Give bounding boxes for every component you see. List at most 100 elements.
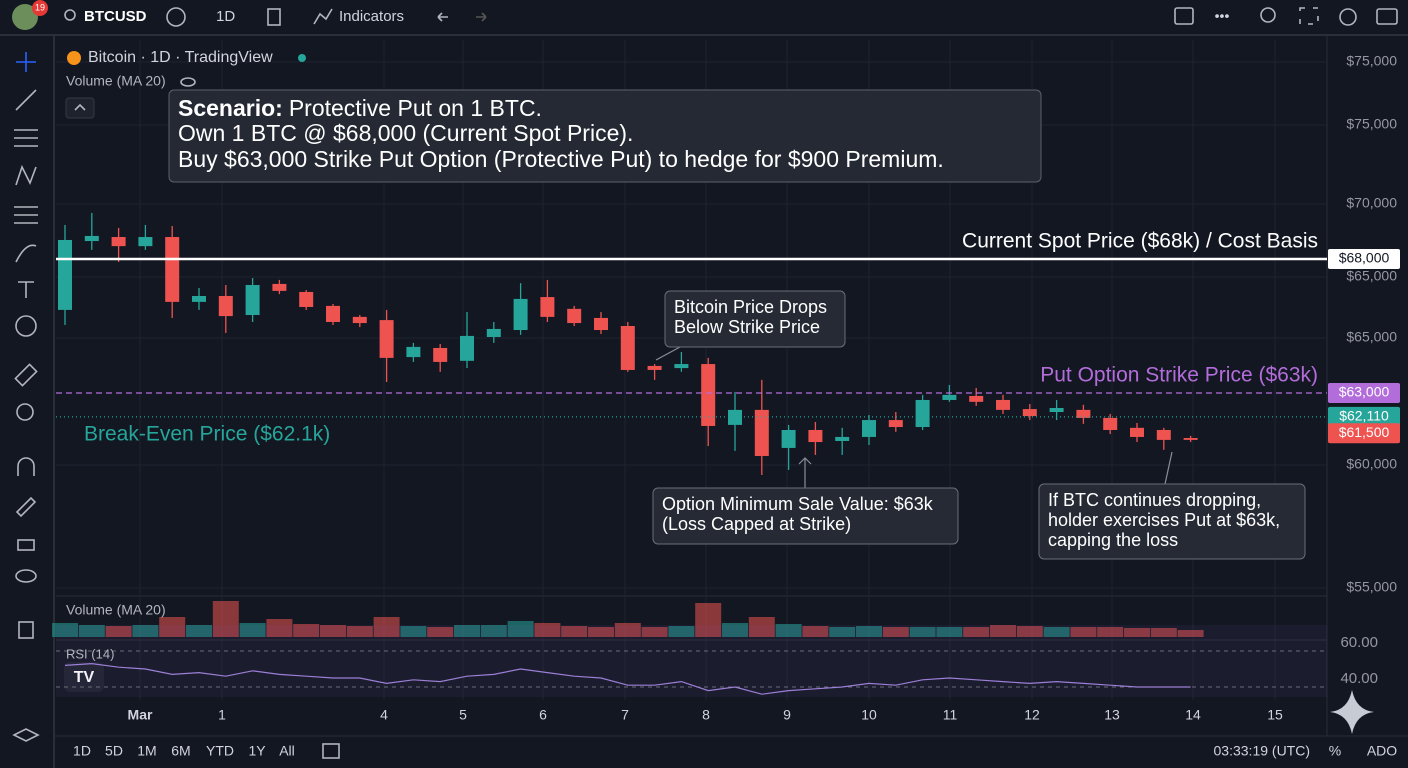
candle-body bbox=[674, 364, 689, 369]
candle-body bbox=[754, 409, 769, 456]
volume-bar bbox=[212, 601, 239, 637]
range-button[interactable]: 6M bbox=[171, 743, 190, 759]
more-icon[interactable]: ••• bbox=[1215, 8, 1230, 24]
range-button[interactable]: All bbox=[279, 743, 295, 759]
candle-body bbox=[1022, 409, 1037, 417]
volume-bar bbox=[1016, 626, 1043, 637]
delete-tool[interactable] bbox=[18, 621, 34, 639]
zoom-icon[interactable] bbox=[1260, 7, 1276, 23]
price-axis-label: $75,000 bbox=[1346, 116, 1397, 132]
volume-bar bbox=[668, 626, 695, 637]
fib-tool[interactable] bbox=[14, 129, 38, 147]
fullscreen-icon[interactable] bbox=[1299, 7, 1319, 25]
volume-bar bbox=[78, 625, 105, 637]
symbol[interactable]: BTCUSD bbox=[84, 8, 147, 25]
top-bar bbox=[0, 0, 1408, 34]
lock-tool[interactable] bbox=[17, 539, 35, 551]
callout-pointer bbox=[1164, 451, 1173, 485]
candle-body bbox=[513, 298, 528, 331]
interval[interactable]: 1D bbox=[216, 8, 235, 25]
candle-body bbox=[138, 237, 153, 247]
redo[interactable] bbox=[476, 12, 487, 22]
indicators-icon[interactable] bbox=[313, 8, 333, 25]
clock: 03:33:19 (UTC) bbox=[1214, 743, 1310, 759]
price-axis-label: $55,000 bbox=[1346, 579, 1397, 595]
volume-bar bbox=[427, 627, 454, 637]
price-tag bbox=[1328, 406, 1400, 427]
notification-badge bbox=[32, 0, 48, 16]
camera-icon[interactable] bbox=[1376, 8, 1398, 25]
volume-bar bbox=[588, 627, 614, 637]
search-icon[interactable] bbox=[64, 9, 76, 21]
volume-bar bbox=[909, 627, 936, 637]
volume-bar bbox=[534, 623, 561, 637]
volume-bar bbox=[1150, 628, 1177, 637]
settings-icon[interactable] bbox=[1339, 8, 1357, 26]
level-name: Break-Even Price ($62.1k) bbox=[84, 422, 330, 445]
collapse-icon bbox=[74, 103, 86, 111]
indicators[interactable]: Indicators bbox=[339, 8, 404, 25]
range-button[interactable]: 1Y bbox=[248, 743, 266, 759]
emoji-tool[interactable] bbox=[15, 315, 37, 337]
candle-body bbox=[647, 365, 662, 370]
range-button[interactable]: 1M bbox=[137, 743, 156, 759]
volume-bar bbox=[561, 626, 588, 637]
crosshair-tool[interactable] bbox=[16, 52, 36, 72]
layout-icon[interactable] bbox=[1174, 7, 1194, 25]
scenario-box bbox=[168, 89, 1042, 183]
volume-bar bbox=[963, 627, 990, 637]
rsi-tick-label: 40.00 bbox=[1340, 670, 1378, 687]
callout-text: holder exercises Put at $63k, bbox=[1048, 510, 1280, 530]
avatar[interactable] bbox=[12, 4, 38, 30]
candle-body bbox=[460, 335, 474, 361]
text-tool[interactable] bbox=[18, 281, 34, 298]
draw-mode-tool[interactable] bbox=[15, 496, 37, 518]
range-button[interactable]: 1D bbox=[73, 743, 91, 759]
range-button[interactable]: YTD bbox=[206, 743, 234, 759]
candle-body bbox=[1103, 417, 1118, 430]
volume-bar bbox=[293, 624, 320, 637]
volume-bar bbox=[480, 625, 507, 637]
collapse-button[interactable] bbox=[65, 97, 95, 119]
range-button[interactable]: 5D bbox=[105, 743, 123, 759]
candle-body bbox=[379, 320, 394, 358]
adj-toggle[interactable]: ADO bbox=[1367, 743, 1397, 759]
line-tool[interactable] bbox=[15, 89, 37, 111]
undo[interactable] bbox=[437, 12, 448, 22]
volume-bar bbox=[507, 621, 534, 637]
time-label: 1 bbox=[218, 707, 226, 723]
tv-logo bbox=[64, 662, 104, 692]
volume-bar bbox=[829, 627, 856, 637]
volume-bar bbox=[320, 625, 346, 637]
volume-bar bbox=[990, 625, 1016, 637]
visibility-tool[interactable] bbox=[15, 569, 37, 583]
time-label: 8 bbox=[702, 707, 710, 723]
ruler-tool[interactable] bbox=[14, 363, 38, 387]
candle-body bbox=[299, 291, 314, 307]
price-axis-label: $65,000 bbox=[1346, 268, 1397, 284]
candle-body bbox=[620, 326, 635, 370]
layers-tool[interactable] bbox=[12, 728, 40, 742]
brush-tool[interactable] bbox=[15, 244, 37, 263]
chart-type[interactable] bbox=[267, 8, 281, 26]
volume-bar bbox=[400, 626, 427, 637]
percent-toggle[interactable]: % bbox=[1329, 743, 1341, 759]
magnet-tool[interactable] bbox=[17, 457, 35, 476]
volume-bar bbox=[775, 624, 802, 637]
legend-title: Bitcoin · 1D · TradingView bbox=[88, 49, 273, 66]
pattern-tool[interactable] bbox=[15, 164, 37, 186]
candle-body bbox=[888, 420, 903, 428]
price-axis-label: $75,000 bbox=[1346, 53, 1397, 69]
price-tag-label: $68,000 bbox=[1339, 250, 1390, 266]
volume-bar bbox=[936, 627, 963, 637]
date-range-icon[interactable] bbox=[322, 743, 340, 759]
add-symbol[interactable] bbox=[166, 7, 186, 27]
scenario-text: Protective Put on 1 BTC. bbox=[289, 95, 542, 121]
time-label: 4 bbox=[380, 707, 388, 723]
hide-icon bbox=[180, 77, 196, 87]
projection-tool[interactable] bbox=[14, 206, 38, 224]
zoom-tool[interactable] bbox=[16, 403, 34, 421]
legend-volume: Volume (MA 20) bbox=[66, 73, 166, 89]
candle-body bbox=[192, 295, 206, 302]
